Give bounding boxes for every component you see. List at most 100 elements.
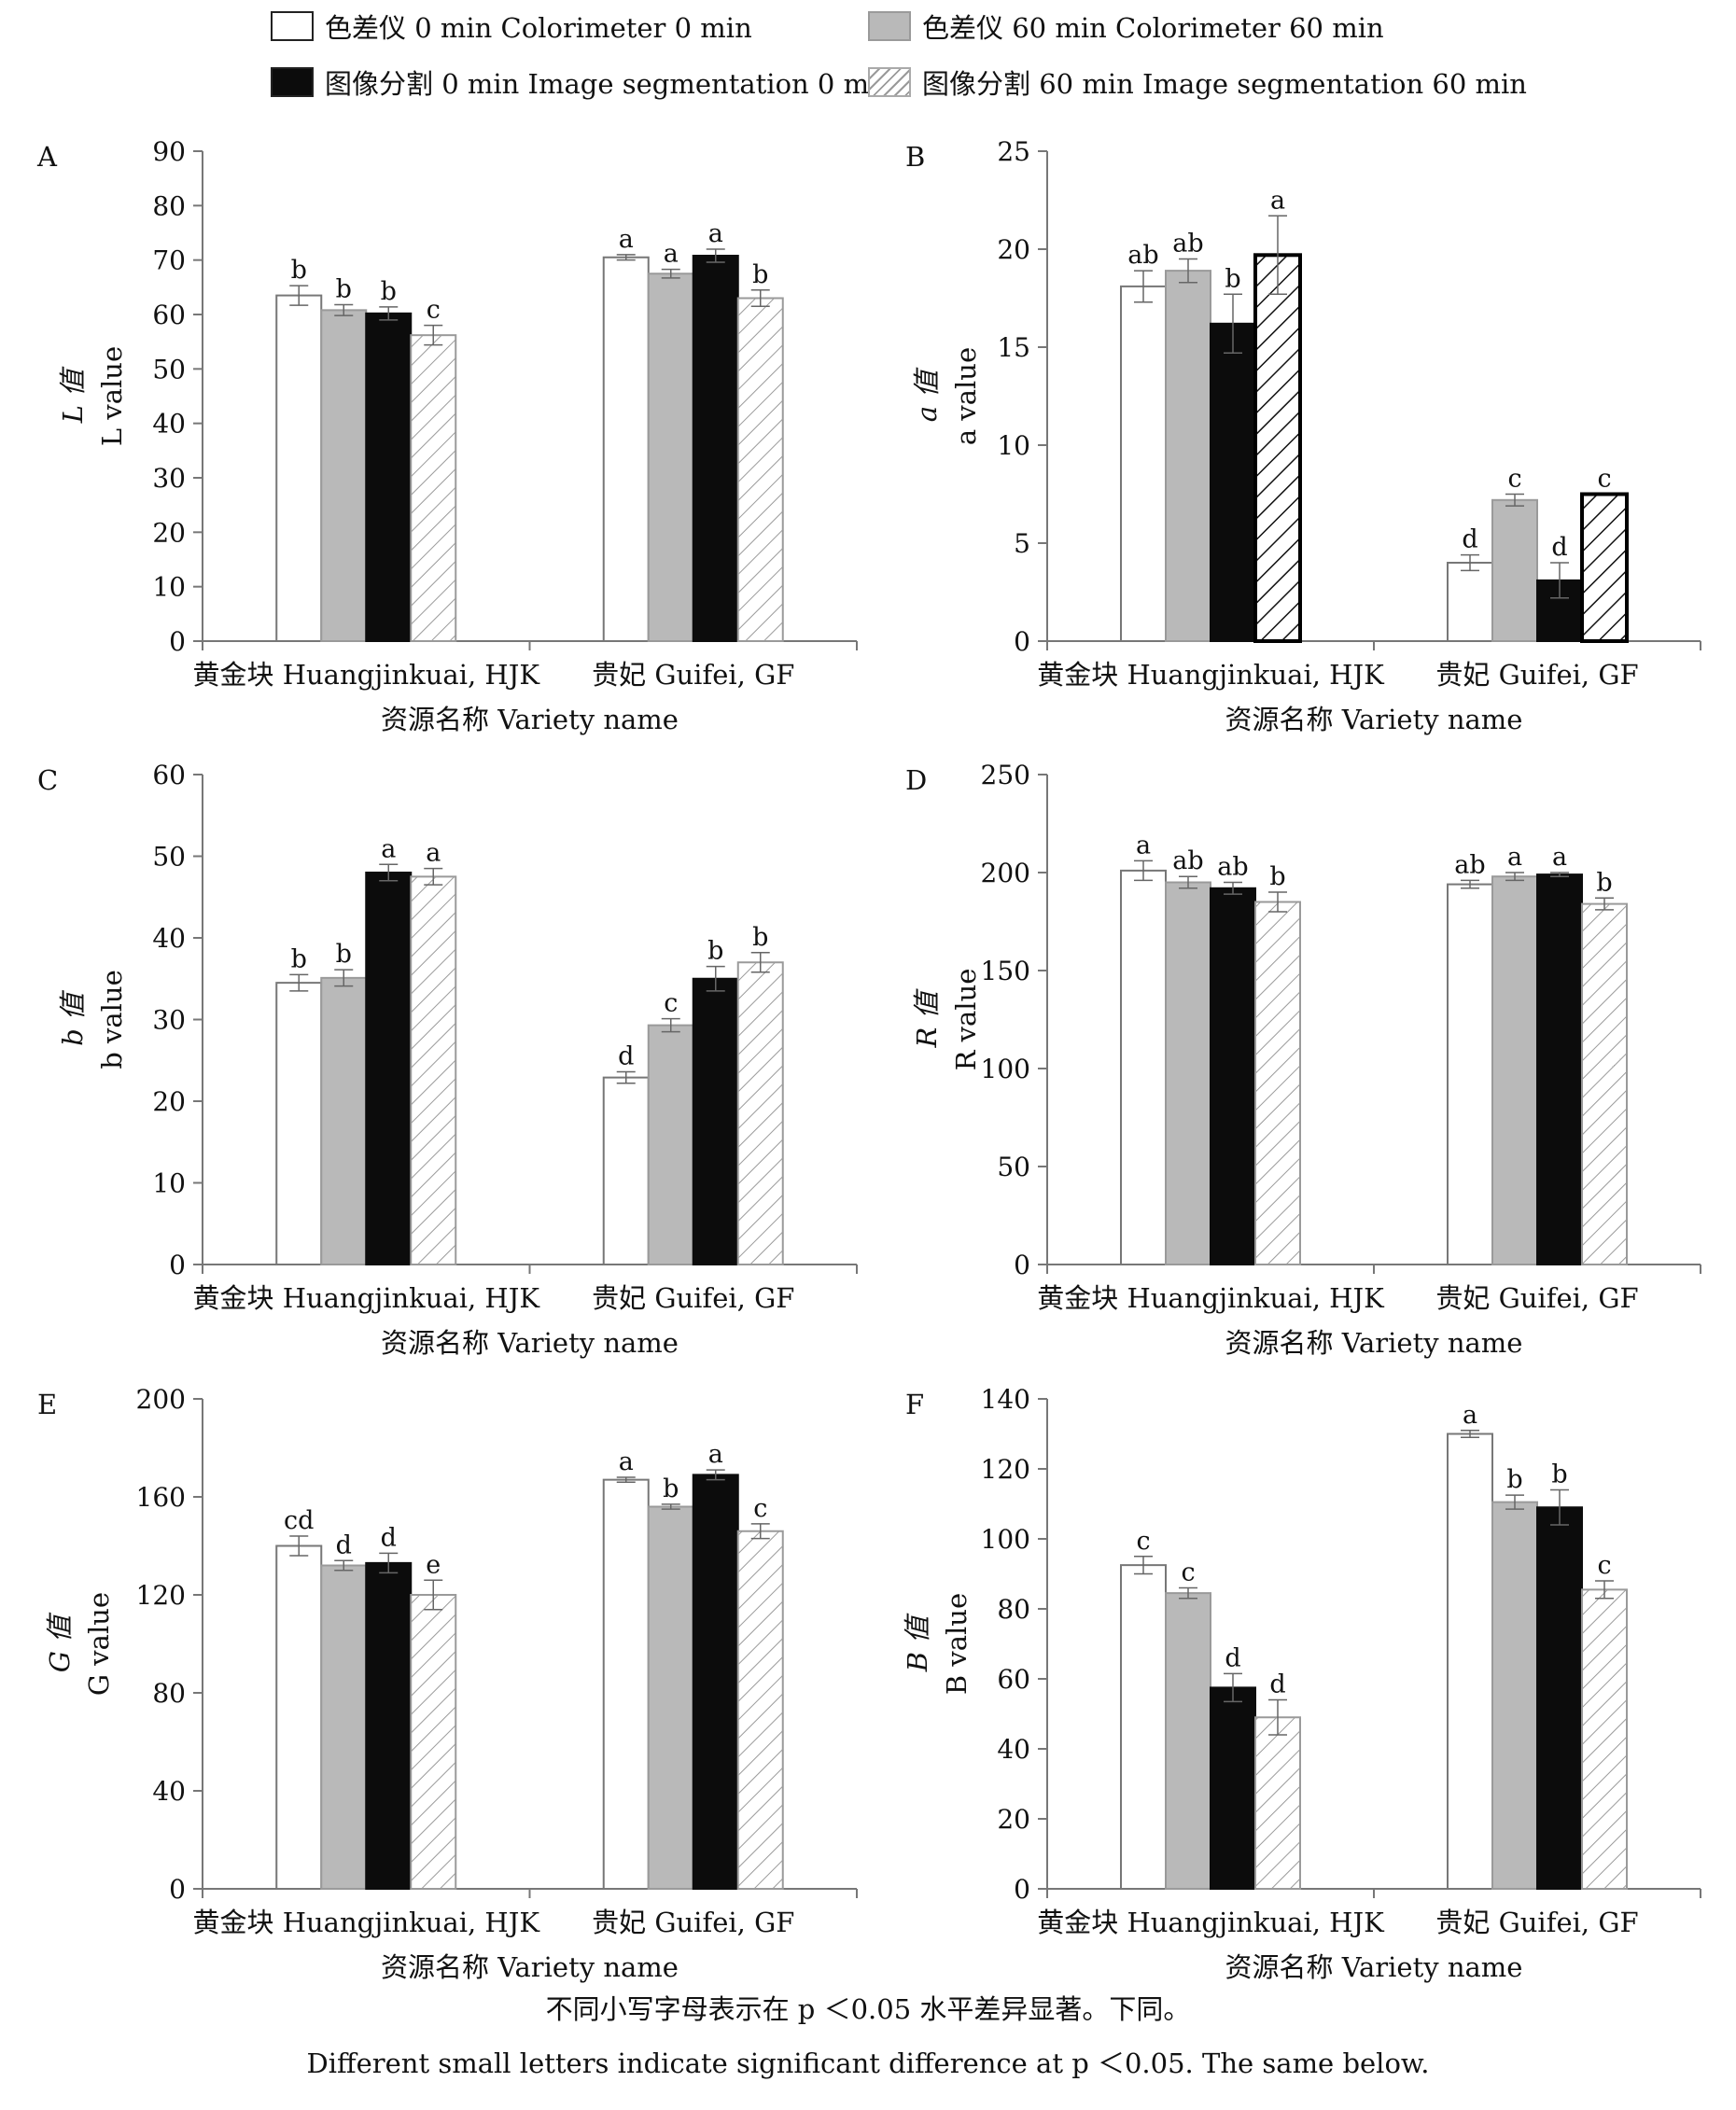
- figure-canvas: A0102030405060708090bb bc黄金块 Huangjinkuai…: [0, 0, 1736, 2110]
- significance-letter: b: [381, 277, 397, 306]
- y-tick-label: 10: [152, 572, 186, 603]
- panel-f: F 0 20 40 60 80 100 120 140 c c dd 黄金块 Huangjinkuai,…: [902, 1384, 1701, 1983]
- y-tick-label: 20: [997, 234, 1030, 265]
- significance-letter: d: [336, 1530, 352, 1559]
- x-axis-title: 资源名称 Variety name: [1225, 1327, 1523, 1359]
- x-category-label: 黄金块 Huangjinkuai, HJK: [193, 1907, 541, 1938]
- significance-letter: a: [708, 219, 723, 248]
- significance-letter: ab: [1454, 850, 1485, 879]
- significance-letter: c: [1136, 1527, 1150, 1556]
- y-axis-title-en: G value: [83, 1592, 115, 1696]
- x-axis-title: 资源名称 Variety name: [1225, 704, 1523, 735]
- significance-letter: b: [291, 256, 307, 285]
- y-tick-label: 10: [997, 430, 1030, 461]
- significance-letter: a: [426, 839, 441, 868]
- panel-c: C0102030405060b ba a黄金块 Huangjinkuai, HJKd…: [37, 760, 857, 1359]
- y-axis-title-zh: R 值: [911, 987, 943, 1048]
- y-tick-label: 10: [152, 1168, 186, 1199]
- footnote-en: Different small letters indicate signifi…: [0, 2042, 1736, 2081]
- significance-letter: c: [1181, 1558, 1195, 1587]
- y-tick-label: 40: [997, 1734, 1030, 1765]
- significance-letter: b: [663, 1474, 679, 1503]
- y-tick-label: 80: [152, 190, 186, 221]
- significance-letter: b: [336, 275, 352, 304]
- significance-letter: b: [336, 940, 352, 969]
- bar-d-0-2: [1211, 888, 1255, 1265]
- bar-b-1-3: [1582, 495, 1627, 642]
- y-tick-label: 120: [981, 1454, 1030, 1485]
- bar-e-1-2: [693, 1474, 738, 1889]
- y-tick-label: 0: [169, 1250, 186, 1280]
- y-tick-label: 20: [997, 1804, 1030, 1835]
- bar-f-0-2: [1211, 1687, 1255, 1889]
- x-category-label: 贵妃 Guifei, GF: [592, 1282, 794, 1314]
- significance-letter: b: [1596, 868, 1612, 897]
- x-category-label: 黄金块 Huangjinkuai, HJK: [1037, 659, 1385, 691]
- y-tick-label: 40: [152, 409, 186, 440]
- significance-letter: a: [381, 834, 396, 863]
- y-tick-label: 120: [136, 1580, 186, 1611]
- significance-letter: a: [619, 225, 634, 254]
- y-tick-label: 200: [981, 858, 1030, 888]
- bar-f-1-3: [1582, 1589, 1627, 1889]
- y-tick-label: 150: [981, 956, 1030, 986]
- significance-letter: d: [1225, 1643, 1240, 1672]
- significance-letter: ab: [1172, 846, 1203, 875]
- x-axis-title: 资源名称 Variety name: [381, 1327, 679, 1359]
- significance-letter: e: [426, 1550, 441, 1579]
- panel-b: B0510152025ab abba黄金块 Huangjinkuai, HJKdc…: [905, 136, 1701, 735]
- significance-letter: ab: [1217, 853, 1248, 882]
- y-tick-label: 100: [981, 1054, 1030, 1084]
- y-tick-label: 40: [152, 1776, 186, 1807]
- x-category-label: 贵妃 Guifei, GF: [592, 659, 794, 691]
- y-tick-label: 40: [152, 923, 186, 954]
- y-tick-label: 15: [997, 332, 1030, 363]
- y-tick-label: 20: [152, 1086, 186, 1117]
- panel-label: F: [905, 1389, 924, 1420]
- bar-a-1-1: [649, 273, 693, 641]
- y-tick-label: 0: [1014, 1874, 1030, 1905]
- y-tick-label: 60: [997, 1664, 1030, 1695]
- bar-e-0-3: [411, 1595, 455, 1889]
- bar-f-1-2: [1537, 1507, 1582, 1889]
- significance-letter: a: [1463, 1401, 1477, 1430]
- panel-label: E: [37, 1389, 57, 1420]
- significance-letter: b: [291, 944, 307, 973]
- significance-letter: c: [1597, 1551, 1611, 1580]
- bar-e-1-0: [604, 1480, 649, 1889]
- bar-e-0-1: [321, 1566, 366, 1890]
- significance-letter: b: [752, 923, 768, 952]
- y-axis-title-zh: L 值: [57, 366, 89, 424]
- bar-b-1-0: [1448, 563, 1492, 641]
- y-tick-label: 140: [981, 1384, 1030, 1415]
- significance-letter: c: [1507, 465, 1521, 494]
- bar-f-0-1: [1166, 1593, 1211, 1889]
- footnote-zh: 不同小写字母表示在 p ＜0.05 水平差异显著。下同。: [0, 1988, 1736, 2027]
- y-tick-label: 200: [136, 1384, 186, 1415]
- y-tick-label: 100: [981, 1524, 1030, 1555]
- bar-d-1-1: [1492, 876, 1537, 1265]
- significance-letter: d: [381, 1523, 397, 1552]
- y-tick-label: 0: [1014, 626, 1030, 657]
- bar-f-0-3: [1255, 1717, 1300, 1889]
- bar-a-0-2: [366, 314, 411, 641]
- y-tick-label: 30: [152, 1005, 186, 1036]
- significance-letter: c: [427, 296, 441, 325]
- bar-d-1-2: [1537, 874, 1582, 1265]
- bar-b-0-3: [1255, 255, 1300, 641]
- x-category-label: 黄金块 Huangjinkuai, HJK: [1037, 1282, 1385, 1314]
- significance-letter: c: [664, 989, 678, 1018]
- x-category-label: 贵妃 Guifei, GF: [592, 1907, 794, 1938]
- y-tick-label: 250: [981, 760, 1030, 790]
- significance-letter: a: [664, 240, 679, 269]
- y-tick-label: 0: [169, 626, 186, 657]
- y-tick-label: 25: [997, 136, 1030, 167]
- y-axis-title-zh: B 值: [902, 1613, 933, 1673]
- bar-b-0-2: [1211, 324, 1255, 641]
- bar-a-0-1: [321, 310, 366, 641]
- significance-letter: a: [1552, 843, 1567, 872]
- significance-letter: c: [753, 1494, 767, 1523]
